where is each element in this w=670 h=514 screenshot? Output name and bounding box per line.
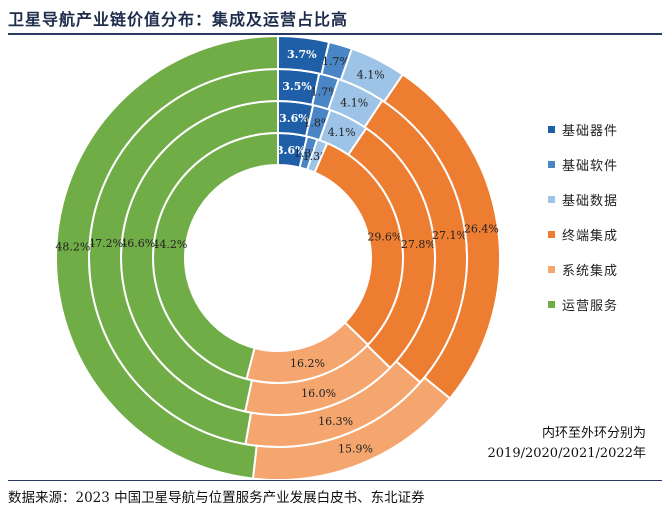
footer-divider xyxy=(8,480,662,481)
legend-label-basic-data: 基础数据 xyxy=(562,194,619,209)
legend-swatch-basic-data xyxy=(548,196,555,203)
data-label-2020-operation-service: 46.6% xyxy=(120,237,155,250)
data-label-2021-operation-service: 47.2% xyxy=(88,237,123,250)
legend-swatch-basic-software xyxy=(548,161,555,168)
data-label-2022-basic-data: 4.1% xyxy=(357,69,385,82)
data-label-2020-terminal-integration: 27.8% xyxy=(401,238,436,251)
data-label-2019-system-integration: 16.2% xyxy=(290,357,325,370)
legend-item-terminal-integration: 终端集成 xyxy=(548,217,666,252)
title-divider xyxy=(8,33,662,35)
chart-title: 卫星导航产业链价值分布：集成及运营占比高 xyxy=(8,10,349,29)
data-source: 数据来源：2023 中国卫星导航与位置服务产业发展白皮书、东北证券 xyxy=(8,490,425,506)
data-label-2020-basic-data: 4.1% xyxy=(328,126,356,139)
donut-segment-2022-operation-service xyxy=(55,34,279,480)
data-label-2022-basic-device: 3.7% xyxy=(287,48,317,61)
data-label-2022-basic-software: 1.7% xyxy=(322,55,350,68)
ring-order-note: 内环至外环分别为 2019/2020/2021/2022年 xyxy=(488,424,646,464)
data-label-2021-basic-data: 4.1% xyxy=(340,97,368,110)
data-label-2021-terminal-integration: 27.1% xyxy=(432,229,467,242)
ring-order-note-line1: 内环至外环分别为 xyxy=(541,426,646,441)
data-label-2021-basic-software: 1.7% xyxy=(311,85,339,98)
ring-order-note-line2: 2019/2020/2021/2022年 xyxy=(487,446,646,461)
legend-swatch-system-integration xyxy=(548,266,555,273)
data-label-2022-operation-service: 48.2% xyxy=(55,240,90,253)
legend-item-basic-software: 基础软件 xyxy=(548,147,666,182)
data-label-2022-terminal-integration: 26.4% xyxy=(464,222,499,235)
legend-label-terminal-integration: 终端集成 xyxy=(562,229,619,244)
data-label-2021-basic-device: 3.5% xyxy=(282,80,312,93)
data-label-2021-system-integration: 16.3% xyxy=(318,415,353,428)
data-label-2022-system-integration: 15.9% xyxy=(338,442,373,455)
data-label-2019-basic-device: 3.6% xyxy=(276,144,306,157)
legend-label-basic-software: 基础软件 xyxy=(562,159,619,174)
legend-item-system-integration: 系统集成 xyxy=(548,252,666,287)
legend-swatch-terminal-integration xyxy=(548,231,555,238)
legend-label-operation-service: 运营服务 xyxy=(562,299,619,314)
legend-swatch-basic-device xyxy=(548,126,555,133)
data-label-2020-basic-device: 3.6% xyxy=(279,112,309,125)
legend-swatch-operation-service xyxy=(548,301,555,308)
legend-item-basic-device: 基础器件 xyxy=(548,112,666,147)
legend-label-basic-device: 基础器件 xyxy=(562,124,619,139)
data-label-2019-terminal-integration: 29.6% xyxy=(367,230,402,243)
legend-item-operation-service: 运营服务 xyxy=(548,287,666,322)
data-label-2019-operation-service: 44.2% xyxy=(152,238,187,251)
legend-label-system-integration: 系统集成 xyxy=(562,264,619,279)
chart-legend: 基础器件基础软件基础数据终端集成系统集成运营服务 xyxy=(548,112,666,322)
data-label-2020-system-integration: 16.0% xyxy=(301,387,336,400)
legend-item-basic-data: 基础数据 xyxy=(548,182,666,217)
